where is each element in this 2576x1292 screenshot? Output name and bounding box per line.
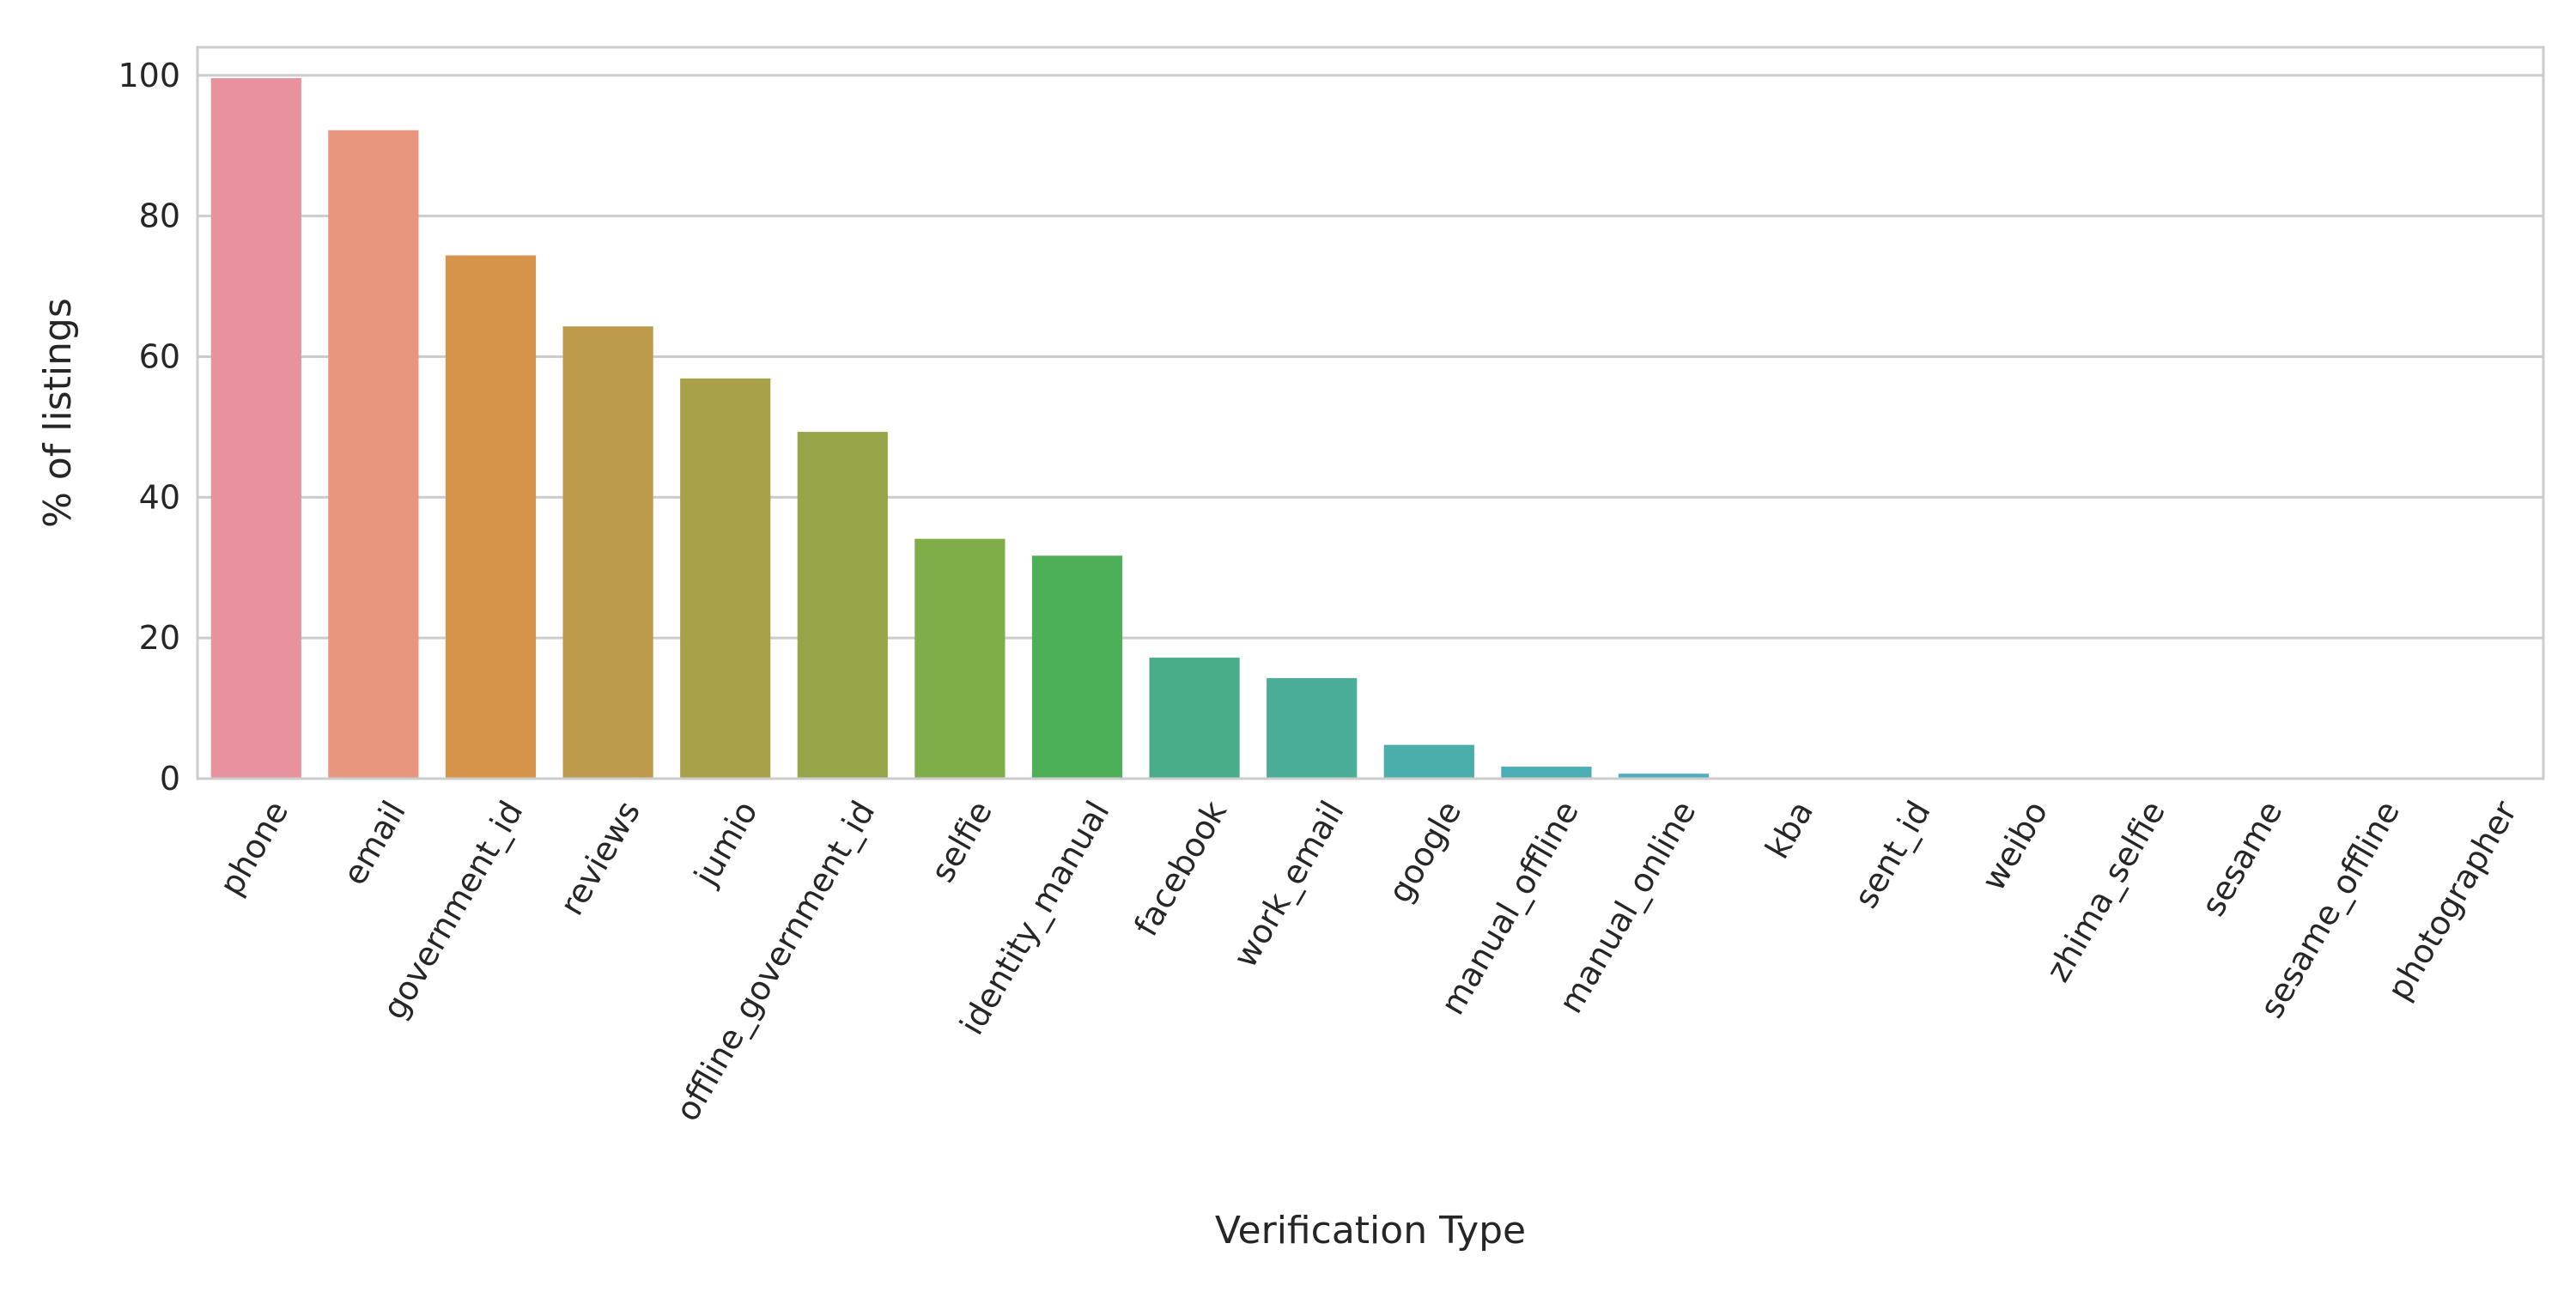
x-tick-label: email [335, 795, 413, 892]
y-tick-label: 0 [160, 760, 180, 798]
x-tick-label: photographer [2380, 794, 2524, 1006]
bar-identity_manual [1032, 555, 1122, 779]
x-tick-label: sesame [2194, 795, 2289, 923]
x-tick-label: jumio [686, 795, 764, 893]
x-tick-label: sent_id [1847, 795, 1938, 915]
bar-email [328, 130, 418, 779]
gridlines [197, 76, 2543, 779]
x-tick-label: offline_government_id [668, 795, 882, 1128]
bars [211, 78, 2530, 779]
x-tick-label: facebook [1127, 795, 1234, 943]
x-tick-label: work_email [1226, 795, 1352, 974]
bar-reviews [563, 326, 653, 779]
x-tick-label: weibo [1974, 795, 2055, 897]
bar-google [1384, 745, 1474, 779]
bar-selfie [914, 539, 1005, 779]
bar-manual_offline [1501, 767, 1591, 779]
plot-frame [197, 47, 2543, 779]
x-tick-label: google [1381, 795, 1468, 909]
y-tick-label: 40 [139, 478, 180, 516]
bar-offline_government_id [798, 432, 888, 779]
y-axis-title: % of listings [36, 298, 80, 528]
y-tick-labels: 0 20 40 60 80 100 [118, 57, 180, 798]
bar-jumio [680, 379, 770, 779]
y-tick-label: 60 [139, 337, 180, 375]
bar-government_id [446, 255, 536, 779]
bar-work_email [1267, 678, 1357, 779]
x-tick-label: zhima_selfie [2038, 795, 2172, 988]
x-tick-label: phone [212, 795, 296, 902]
x-tick-label: selfie [923, 795, 999, 889]
y-tick-label: 20 [139, 619, 180, 657]
x-tick-label: kba [1758, 795, 1820, 865]
x-tick-label: reviews [552, 795, 647, 922]
bar-facebook [1150, 658, 1240, 779]
x-axis-title: Verification Type [1215, 1209, 1526, 1253]
y-tick-label: 100 [118, 57, 180, 94]
y-tick-label: 80 [139, 197, 180, 235]
bar-phone [211, 78, 301, 779]
